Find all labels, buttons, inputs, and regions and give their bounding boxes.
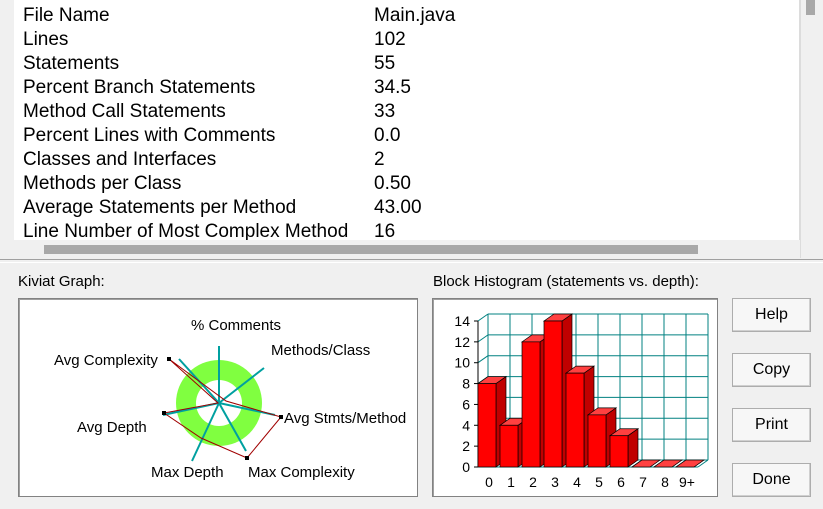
histogram-caption: Block Histogram (statements vs. depth): — [433, 273, 699, 290]
x-tick-label: 6 — [617, 474, 625, 490]
bar-top — [652, 459, 684, 468]
x-tick-label: 0 — [485, 474, 493, 490]
metric-value: 0.50 — [374, 173, 411, 194]
metric-value: 2 — [374, 149, 385, 170]
bar — [499, 424, 519, 468]
metric-row: Method Call Statements 33 — [23, 100, 793, 124]
print-button[interactable]: Print — [732, 408, 811, 442]
y-tick-label: 0 — [462, 459, 470, 475]
kiviat-axis-label: Methods/Class — [271, 342, 370, 359]
bar — [609, 435, 629, 468]
vertical-scroll-thumb[interactable] — [806, 0, 815, 15]
metric-label: Method Call Statements — [23, 101, 226, 122]
bar — [521, 341, 541, 468]
kiviat-axis-label: Avg Depth — [77, 419, 147, 436]
metric-row: File Name Main.java — [23, 4, 793, 28]
copy-button[interactable]: Copy — [732, 353, 811, 387]
metric-row: Classes and Interfaces 2 — [23, 148, 793, 172]
kiviat-svg: % Comments Methods/Class Avg Stmts/Metho… — [54, 317, 406, 481]
y-tick-label: 14 — [454, 313, 470, 329]
kiviat-axis-label: Max Depth — [151, 464, 224, 481]
kiviat-data-polygon — [162, 358, 282, 459]
bar — [587, 414, 607, 468]
y-tick-label: 4 — [462, 417, 470, 433]
metric-value: 55 — [374, 53, 396, 74]
metric-row: Average Statements per Method 43.00 — [23, 196, 793, 220]
done-button[interactable]: Done — [732, 463, 811, 497]
x-tick-label: 1 — [507, 474, 515, 490]
metric-value: Main.java — [374, 5, 456, 26]
metric-value: 33 — [374, 101, 396, 122]
kiviat-axis-label: Avg Stmts/Method — [284, 410, 406, 427]
kiviat-axis-label: % Comments — [191, 317, 281, 334]
help-button[interactable]: Help — [732, 298, 811, 332]
metric-label: Percent Branch Statements — [23, 77, 256, 98]
x-tick-label: 7 — [639, 474, 647, 490]
metric-value: 102 — [374, 29, 406, 50]
section-divider — [0, 259, 823, 263]
metric-row: Methods per Class 0.50 — [23, 172, 793, 196]
y-tick-label: 6 — [462, 396, 470, 412]
metric-row: Percent Branch Statements 34.5 — [23, 76, 793, 100]
x-tick-label: 9+ — [679, 474, 695, 490]
y-tick-label: 10 — [454, 355, 470, 371]
bar-top — [674, 459, 706, 468]
bar — [477, 383, 497, 468]
kiviat-data-points — [162, 357, 283, 460]
bar — [565, 372, 585, 468]
metric-label: Statements — [23, 53, 120, 74]
grid-line — [697, 459, 709, 468]
grid-line — [477, 355, 489, 364]
bar-top — [630, 459, 662, 468]
metrics-list[interactable]: File Name Main.java Lines 102 Statements 55 Pe… — [14, 0, 800, 240]
y-tick-label: 8 — [462, 376, 470, 392]
metric-row: Statements 55 — [23, 52, 793, 76]
metric-value: 16 — [374, 221, 396, 240]
metric-label: Line Number of Most Complex Method — [23, 221, 349, 240]
kiviat-axis-label: Avg Complexity — [54, 352, 158, 369]
bar — [543, 320, 563, 468]
y-tick-label: 12 — [454, 334, 470, 350]
grid-line — [477, 334, 489, 343]
metric-row: Lines 102 — [23, 28, 793, 52]
y-tick-label: 2 — [462, 438, 470, 454]
kiviat-graph: % Comments Methods/Class Avg Stmts/Metho… — [18, 298, 418, 497]
x-tick-label: 4 — [573, 474, 581, 490]
block-histogram: 0 2 4 6 8 10 12 14 0 1 2 3 4 5 6 7 8 9+ — [432, 298, 718, 497]
metric-label: Classes and Interfaces — [23, 149, 217, 170]
x-tick-label: 8 — [661, 474, 669, 490]
metric-value: 43.00 — [374, 197, 422, 218]
vertical-scrollbar[interactable] — [800, 0, 823, 258]
metric-label: File Name — [23, 5, 110, 26]
metric-row: Line Number of Most Complex Method 16 — [23, 220, 793, 240]
x-tick-label: 2 — [529, 474, 537, 490]
horizontal-scrollbar[interactable] — [14, 240, 799, 258]
grid-line — [477, 313, 489, 322]
metric-label: Lines — [23, 29, 69, 50]
metric-label: Percent Lines with Comments — [23, 125, 276, 146]
horizontal-scroll-thumb[interactable] — [44, 245, 698, 254]
metric-value: 34.5 — [374, 77, 411, 98]
metric-label: Average Statements per Method — [23, 197, 297, 218]
x-tick-label: 5 — [595, 474, 603, 490]
metric-value: 0.0 — [374, 125, 401, 146]
kiviat-axis-label: Max Complexity — [248, 464, 355, 481]
metric-label: Methods per Class — [23, 173, 182, 194]
kiviat-caption: Kiviat Graph: — [18, 273, 105, 290]
x-tick-label: 3 — [551, 474, 559, 490]
metric-row: Percent Lines with Comments 0.0 — [23, 124, 793, 148]
